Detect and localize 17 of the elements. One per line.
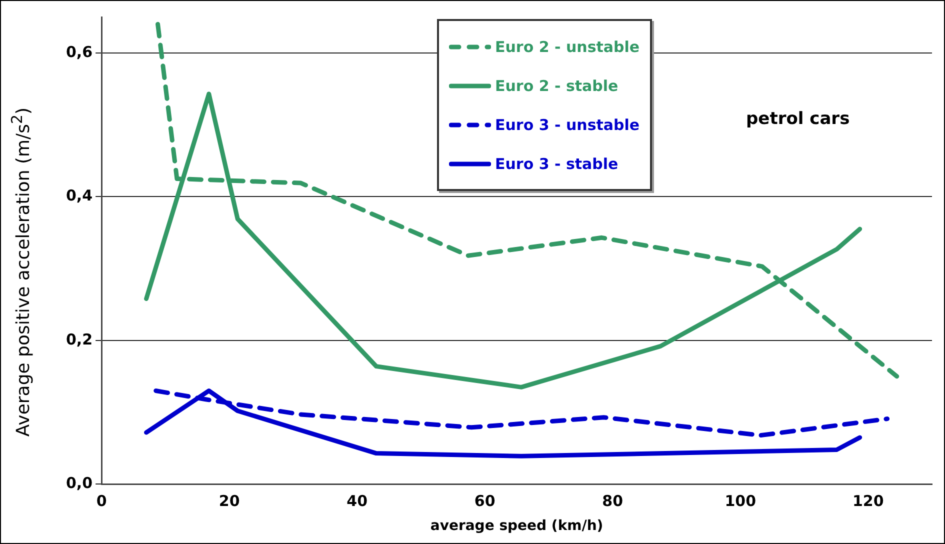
legend-label: Euro 3 - unstable: [495, 116, 640, 134]
legend-label: Euro 3 - stable: [495, 154, 618, 172]
x-tick-label: 20: [218, 492, 240, 510]
y-tick-label: 0,6: [66, 42, 93, 61]
x-tick-label: 80: [602, 492, 624, 510]
x-tick-label: 60: [474, 492, 496, 510]
legend-label: Euro 2 - unstable: [495, 38, 640, 56]
annotation: petrol cars: [746, 109, 850, 129]
y-tick-label: 0,0: [66, 474, 93, 492]
x-tick-label: 120: [852, 492, 884, 510]
x-tick-label: 0: [96, 492, 107, 510]
y-tick-label: 0,4: [66, 186, 93, 205]
x-tick-label: 40: [346, 492, 368, 510]
y-tick-label: 0,2: [66, 330, 93, 348]
x-tick-label: 100: [724, 492, 756, 510]
legend-label: Euro 2 - stable: [495, 76, 618, 94]
x-axis-title: average speed (km/h): [430, 518, 604, 534]
